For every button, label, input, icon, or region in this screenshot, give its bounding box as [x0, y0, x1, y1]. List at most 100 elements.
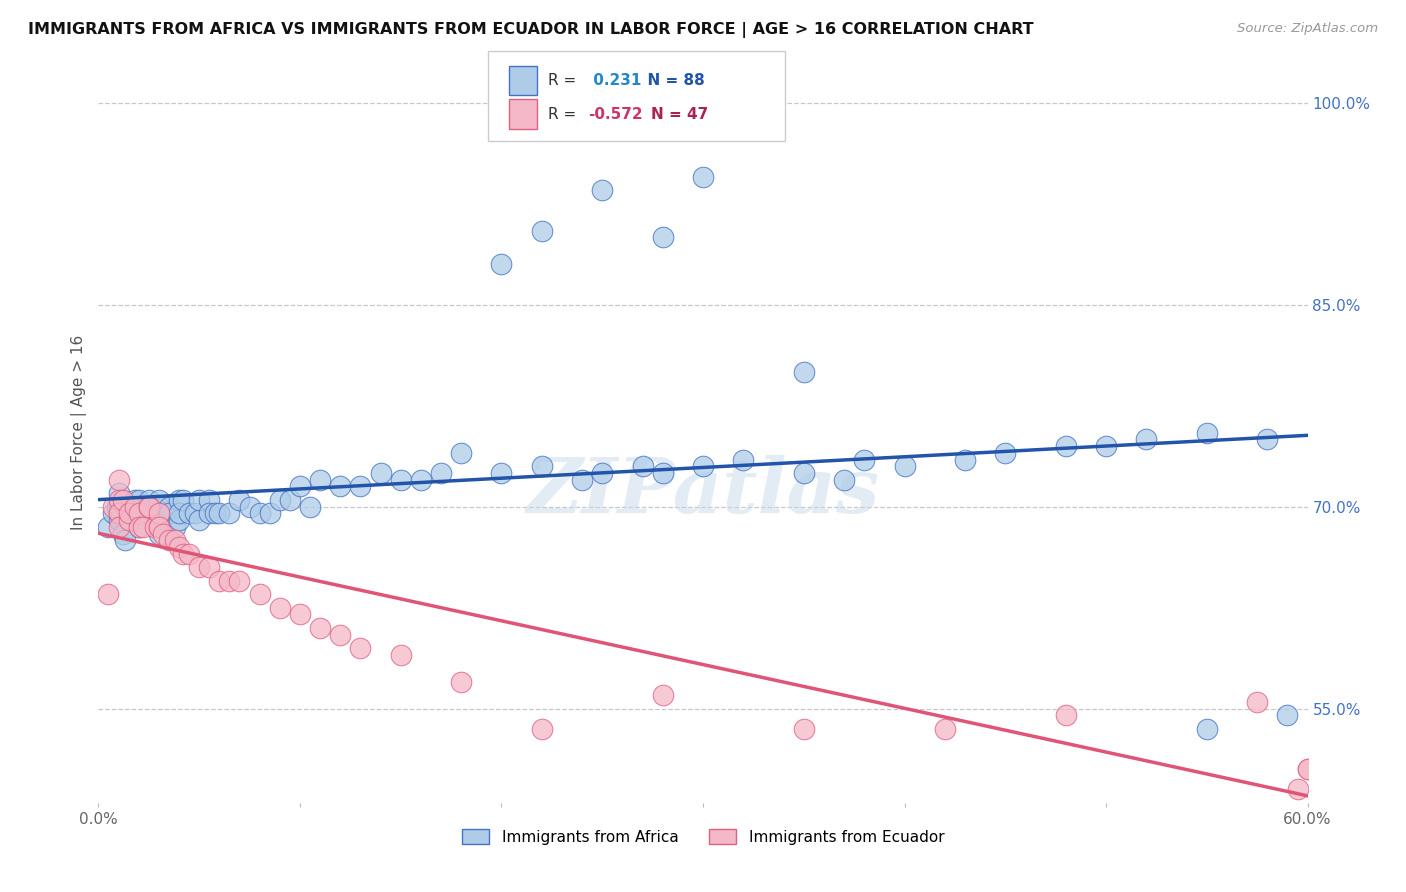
- Point: [157, 507, 180, 521]
- Point: [111, 492, 134, 507]
- Point: [118, 513, 141, 527]
- Text: IMMIGRANTS FROM AFRICA VS IMMIGRANTS FROM ECUADOR IN LABOR FORCE | AGE > 16 CORR: IMMIGRANTS FROM AFRICA VS IMMIGRANTS FRO…: [28, 22, 1033, 38]
- Point: [138, 500, 160, 514]
- Point: [591, 183, 613, 197]
- Point: [128, 500, 150, 514]
- Point: [692, 459, 714, 474]
- Point: [148, 526, 170, 541]
- Point: [793, 722, 815, 736]
- Point: [288, 479, 311, 493]
- Point: [101, 500, 124, 514]
- Point: [994, 446, 1017, 460]
- Point: [128, 507, 150, 521]
- Point: [1095, 439, 1118, 453]
- Point: [953, 452, 976, 467]
- Point: [107, 500, 129, 514]
- Point: [128, 507, 150, 521]
- Point: [188, 492, 211, 507]
- Point: [138, 500, 160, 514]
- Point: [198, 560, 221, 574]
- Point: [208, 574, 231, 588]
- Point: [167, 540, 190, 554]
- Point: [124, 500, 146, 514]
- Point: [107, 520, 129, 534]
- Point: [172, 492, 194, 507]
- Point: [138, 492, 160, 507]
- Point: [530, 224, 553, 238]
- Point: [128, 492, 150, 507]
- Point: [148, 507, 170, 521]
- Point: [118, 507, 141, 521]
- Legend: Immigrants from Africa, Immigrants from Ecuador: Immigrants from Africa, Immigrants from …: [456, 822, 950, 851]
- Point: [309, 621, 332, 635]
- Point: [128, 520, 150, 534]
- Point: [184, 507, 207, 521]
- Point: [389, 648, 412, 662]
- Point: [228, 574, 250, 588]
- Point: [198, 492, 221, 507]
- Point: [148, 520, 170, 534]
- Point: [793, 466, 815, 480]
- Point: [329, 479, 352, 493]
- Point: [591, 466, 613, 480]
- Point: [163, 520, 186, 534]
- Point: [148, 520, 170, 534]
- Point: [430, 466, 453, 480]
- Point: [1054, 439, 1077, 453]
- Point: [143, 500, 166, 514]
- Text: R =: R =: [548, 107, 582, 121]
- Point: [1296, 762, 1319, 776]
- Point: [188, 513, 211, 527]
- Point: [299, 500, 322, 514]
- Point: [188, 560, 211, 574]
- Point: [107, 513, 129, 527]
- Text: -0.572: -0.572: [588, 107, 643, 121]
- Point: [218, 574, 240, 588]
- Point: [1195, 722, 1218, 736]
- Point: [1286, 782, 1309, 797]
- Point: [249, 507, 271, 521]
- Point: [107, 486, 129, 500]
- Point: [389, 473, 412, 487]
- Point: [138, 500, 160, 514]
- Point: [132, 520, 155, 534]
- Point: [853, 452, 876, 467]
- Point: [167, 513, 190, 527]
- Point: [132, 507, 155, 521]
- Point: [204, 507, 226, 521]
- Point: [148, 500, 170, 514]
- Point: [1277, 708, 1299, 723]
- Point: [239, 500, 262, 514]
- Point: [491, 466, 513, 480]
- Point: [148, 507, 170, 521]
- Point: [934, 722, 956, 736]
- Point: [105, 500, 128, 514]
- Text: 0.231: 0.231: [588, 73, 641, 87]
- Point: [651, 688, 673, 702]
- Point: [793, 365, 815, 379]
- Point: [370, 466, 392, 480]
- Text: N = 88: N = 88: [637, 73, 704, 87]
- Point: [278, 492, 301, 507]
- Point: [148, 520, 170, 534]
- Point: [491, 257, 513, 271]
- Point: [1195, 425, 1218, 440]
- Point: [1296, 762, 1319, 776]
- Point: [97, 520, 120, 534]
- Point: [208, 507, 231, 521]
- Point: [167, 507, 190, 521]
- Point: [259, 507, 281, 521]
- Point: [143, 520, 166, 534]
- Point: [530, 459, 553, 474]
- Point: [128, 507, 150, 521]
- Point: [114, 533, 136, 548]
- Point: [409, 473, 432, 487]
- Point: [269, 492, 291, 507]
- Point: [530, 722, 553, 736]
- Point: [118, 513, 141, 527]
- Point: [349, 640, 371, 655]
- Point: [651, 230, 673, 244]
- Point: [249, 587, 271, 601]
- Point: [832, 473, 855, 487]
- Point: [893, 459, 915, 474]
